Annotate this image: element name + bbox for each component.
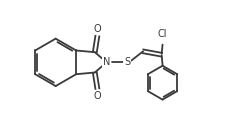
Text: O: O	[94, 24, 101, 34]
Text: O: O	[94, 91, 101, 101]
Text: Cl: Cl	[158, 30, 167, 39]
Text: S: S	[124, 57, 130, 67]
Text: N: N	[103, 57, 110, 67]
